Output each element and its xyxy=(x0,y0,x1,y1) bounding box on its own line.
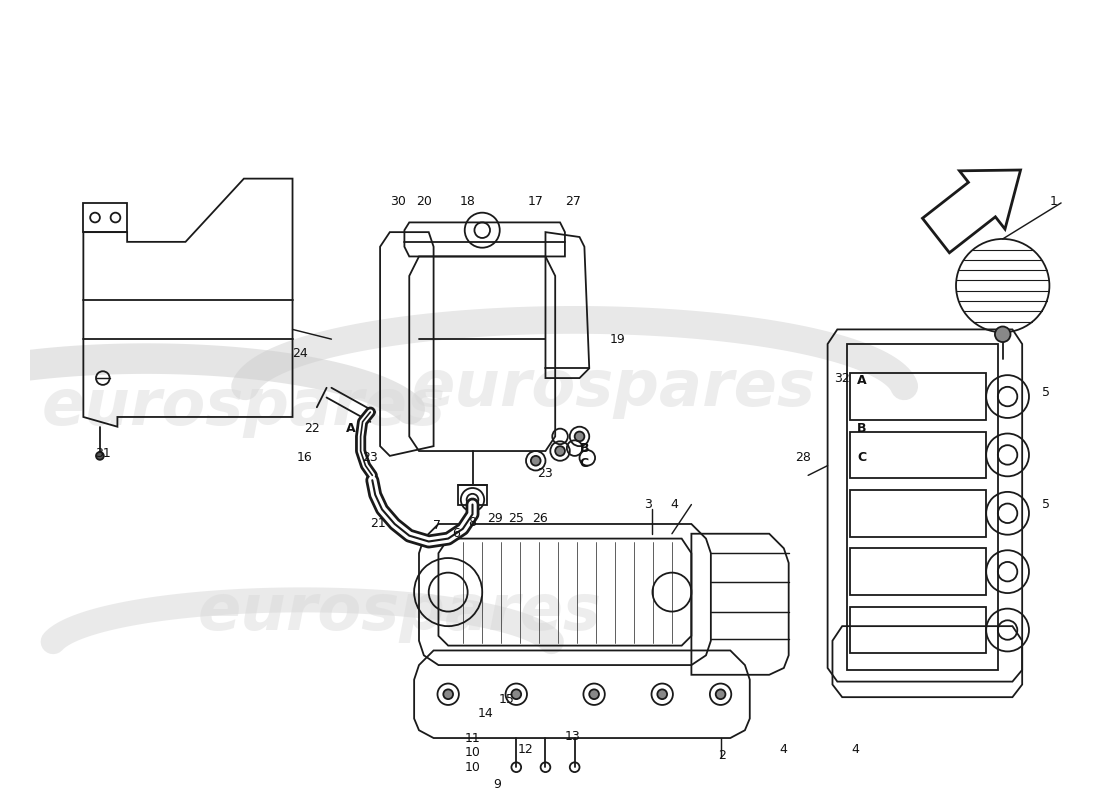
Text: 7: 7 xyxy=(432,519,440,533)
Text: 2: 2 xyxy=(718,749,726,762)
Text: 20: 20 xyxy=(416,194,432,207)
Text: 29: 29 xyxy=(487,512,503,525)
Bar xyxy=(850,548,987,595)
Bar xyxy=(850,373,987,420)
Text: B: B xyxy=(857,422,867,435)
Circle shape xyxy=(443,690,453,699)
Text: eurospares: eurospares xyxy=(42,376,446,438)
Text: 14: 14 xyxy=(477,707,493,720)
Text: 23: 23 xyxy=(363,451,378,464)
Text: 4: 4 xyxy=(779,743,786,756)
Text: 5: 5 xyxy=(1043,498,1050,511)
Polygon shape xyxy=(923,170,1021,253)
Text: A: A xyxy=(346,422,355,435)
Text: C: C xyxy=(580,457,588,470)
Text: 1: 1 xyxy=(1049,194,1057,207)
Text: 12: 12 xyxy=(518,743,534,756)
Text: B: B xyxy=(580,442,590,454)
Text: 27: 27 xyxy=(564,194,581,207)
Text: C: C xyxy=(857,451,866,464)
Text: 21: 21 xyxy=(371,518,386,530)
Text: 6: 6 xyxy=(452,527,460,540)
Text: 18: 18 xyxy=(460,194,475,207)
Text: 17: 17 xyxy=(528,194,543,207)
Text: 9: 9 xyxy=(493,778,500,791)
Bar xyxy=(850,490,987,537)
Text: 4: 4 xyxy=(851,743,859,756)
Circle shape xyxy=(96,452,103,460)
Text: 19: 19 xyxy=(609,333,625,346)
Circle shape xyxy=(512,690,521,699)
Text: 5: 5 xyxy=(1043,386,1050,399)
Text: 3: 3 xyxy=(644,498,651,511)
Text: eurospares: eurospares xyxy=(198,581,602,642)
Text: 8: 8 xyxy=(469,515,476,529)
Circle shape xyxy=(658,690,667,699)
Text: 10: 10 xyxy=(464,746,481,759)
Circle shape xyxy=(574,431,584,442)
Bar xyxy=(850,606,987,654)
Text: 26: 26 xyxy=(531,512,548,525)
Circle shape xyxy=(531,456,540,466)
Text: 24: 24 xyxy=(293,347,308,360)
Bar xyxy=(847,344,998,670)
Circle shape xyxy=(556,446,565,456)
Text: eurospares: eurospares xyxy=(411,357,815,418)
Circle shape xyxy=(716,690,725,699)
Circle shape xyxy=(994,326,1011,342)
Text: 16: 16 xyxy=(296,451,312,464)
Text: 22: 22 xyxy=(304,422,320,435)
Text: 25: 25 xyxy=(508,512,525,525)
Text: 4: 4 xyxy=(670,498,678,511)
Text: 11: 11 xyxy=(464,731,481,745)
Text: 32: 32 xyxy=(834,371,850,385)
Text: 30: 30 xyxy=(389,194,406,207)
Text: 31: 31 xyxy=(95,447,111,461)
Text: 13: 13 xyxy=(564,730,581,742)
Bar xyxy=(458,485,487,505)
Text: A: A xyxy=(857,374,867,386)
Text: 15: 15 xyxy=(498,693,515,706)
Text: 10: 10 xyxy=(464,761,481,774)
Text: 28: 28 xyxy=(795,451,811,464)
Text: 23: 23 xyxy=(538,467,553,480)
Circle shape xyxy=(590,690,600,699)
Bar xyxy=(850,431,987,478)
